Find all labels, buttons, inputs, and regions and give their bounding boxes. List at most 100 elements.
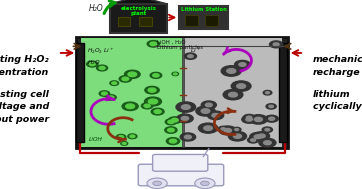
Circle shape — [128, 72, 136, 77]
Text: electrolysis
plant: electrolysis plant — [121, 6, 156, 16]
Circle shape — [249, 115, 268, 124]
Circle shape — [239, 63, 246, 66]
Circle shape — [148, 88, 156, 92]
Circle shape — [204, 126, 212, 130]
Circle shape — [150, 72, 162, 78]
Circle shape — [259, 138, 276, 147]
Circle shape — [232, 127, 241, 132]
Circle shape — [264, 141, 271, 145]
Circle shape — [122, 102, 138, 111]
Circle shape — [148, 99, 158, 104]
Bar — [76, 37, 288, 148]
Circle shape — [233, 134, 241, 138]
Circle shape — [165, 127, 177, 133]
Text: adjusting cell: adjusting cell — [0, 90, 49, 99]
Circle shape — [221, 66, 241, 76]
Circle shape — [273, 43, 279, 46]
Circle shape — [248, 137, 259, 143]
Circle shape — [262, 127, 273, 132]
Text: LiOH: LiOH — [89, 137, 102, 142]
Circle shape — [265, 129, 270, 131]
Circle shape — [106, 95, 116, 100]
Circle shape — [223, 90, 243, 100]
Text: adjusting H₂O₂: adjusting H₂O₂ — [0, 55, 49, 64]
Polygon shape — [110, 0, 167, 4]
Circle shape — [173, 73, 177, 75]
Circle shape — [125, 70, 140, 78]
Circle shape — [144, 104, 150, 108]
Circle shape — [144, 97, 161, 106]
Circle shape — [227, 69, 236, 73]
Text: concentration: concentration — [0, 68, 49, 77]
Circle shape — [147, 178, 167, 189]
Circle shape — [110, 81, 119, 85]
Circle shape — [196, 106, 215, 116]
Circle shape — [218, 126, 228, 131]
Circle shape — [99, 91, 110, 96]
Bar — [81, 38, 183, 147]
Circle shape — [224, 129, 232, 132]
Circle shape — [254, 135, 261, 139]
Bar — [110, 4, 167, 33]
Circle shape — [231, 81, 251, 91]
Circle shape — [201, 109, 210, 113]
Circle shape — [89, 62, 95, 66]
Circle shape — [128, 134, 137, 139]
Circle shape — [254, 132, 270, 140]
Circle shape — [165, 119, 177, 125]
Text: LiOH , H₂O
Lithium particles: LiOH , H₂O Lithium particles — [157, 40, 203, 50]
Circle shape — [97, 65, 108, 71]
Circle shape — [270, 41, 283, 48]
Circle shape — [201, 181, 209, 186]
Circle shape — [266, 104, 276, 109]
Circle shape — [122, 143, 126, 144]
Circle shape — [185, 135, 191, 139]
Bar — [118, 17, 130, 26]
Circle shape — [184, 53, 197, 59]
Circle shape — [126, 104, 135, 109]
Circle shape — [121, 142, 128, 145]
Circle shape — [118, 136, 123, 138]
Text: $\mathit{H_2O_2}$ $\mathit{Li^+}$: $\mathit{H_2O_2}$ $\mathit{Li^+}$ — [87, 46, 114, 56]
Circle shape — [263, 91, 272, 95]
Circle shape — [172, 72, 178, 76]
Bar — [205, 15, 218, 26]
Circle shape — [269, 117, 275, 120]
Text: H₂O: H₂O — [89, 4, 103, 13]
Circle shape — [116, 134, 126, 139]
Circle shape — [205, 103, 212, 107]
Circle shape — [154, 110, 161, 113]
Bar — [76, 43, 84, 142]
Text: Lithium Station: Lithium Station — [181, 7, 227, 12]
Circle shape — [181, 116, 189, 120]
Circle shape — [176, 102, 195, 112]
Circle shape — [207, 111, 224, 120]
Circle shape — [265, 115, 278, 122]
Circle shape — [130, 135, 135, 138]
FancyBboxPatch shape — [138, 164, 224, 186]
Circle shape — [188, 55, 193, 58]
Circle shape — [250, 132, 266, 141]
Circle shape — [228, 132, 247, 141]
Circle shape — [99, 66, 105, 70]
Circle shape — [246, 118, 252, 121]
Circle shape — [243, 114, 255, 121]
Circle shape — [177, 114, 193, 123]
Circle shape — [247, 116, 252, 119]
Circle shape — [198, 123, 218, 133]
Circle shape — [235, 60, 250, 69]
Bar — [279, 43, 287, 142]
Circle shape — [242, 115, 256, 123]
Circle shape — [258, 134, 265, 138]
Circle shape — [219, 126, 236, 135]
Circle shape — [201, 101, 216, 109]
Text: $\mathit{H_2O}$: $\mathit{H_2O}$ — [87, 58, 100, 67]
Circle shape — [235, 129, 239, 131]
Circle shape — [108, 96, 114, 99]
Circle shape — [153, 74, 159, 77]
Circle shape — [181, 105, 190, 109]
Circle shape — [195, 178, 215, 189]
Circle shape — [254, 117, 262, 122]
Circle shape — [168, 120, 174, 123]
Text: cyclically utilized: cyclically utilized — [313, 102, 362, 111]
